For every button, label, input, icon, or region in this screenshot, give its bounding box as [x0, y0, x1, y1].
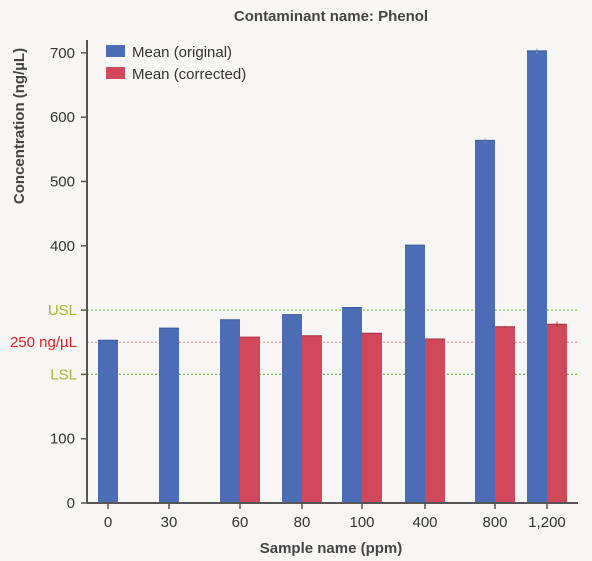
reference-line-label: USL [48, 302, 77, 319]
legend: Mean (original) Mean (corrected) [106, 44, 246, 83]
bar-corrected [425, 339, 445, 503]
bar-original [342, 307, 362, 503]
bars [98, 48, 567, 504]
y-tick-label: 700 [50, 45, 75, 62]
bar-original [527, 50, 547, 503]
x-tick-label: 400 [412, 514, 437, 531]
bar-original [405, 245, 425, 504]
y-tick-label: 0 [67, 495, 75, 512]
y-tick-label: 600 [50, 109, 75, 126]
x-tick-label: 100 [349, 514, 374, 531]
bar-corrected [362, 333, 382, 503]
bar-corrected [547, 324, 567, 503]
axes: 0 100 400 500 600 700 0 30 60 80 100 400 800 1,200 [50, 40, 578, 531]
bar-original [220, 319, 240, 503]
x-tick-label: 800 [482, 514, 507, 531]
y-tick-label: 400 [50, 238, 75, 255]
y-tick-label: 100 [50, 431, 75, 448]
y-tick-label: 500 [50, 173, 75, 190]
bar-corrected [240, 337, 260, 503]
bar-original [159, 328, 179, 503]
legend-label: Mean (original) [132, 44, 232, 61]
legend-label: Mean (corrected) [132, 66, 246, 83]
reference-line-label: 250 ng/µL [10, 334, 77, 351]
x-tick-label: 60 [232, 514, 249, 531]
x-tick-label: 1,200 [528, 514, 566, 531]
bar-corrected [495, 326, 515, 503]
x-axis-title: Sample name (ppm) [260, 540, 403, 557]
x-tick-label: 0 [104, 514, 112, 531]
legend-swatch [106, 45, 125, 57]
x-tick-label: 30 [161, 514, 178, 531]
bar-original [475, 140, 495, 504]
bar-original [282, 314, 302, 503]
legend-swatch [106, 67, 125, 79]
bar-original [98, 340, 118, 503]
reference-line-label: LSL [50, 366, 77, 383]
x-tick-label: 80 [294, 514, 311, 531]
bar-corrected [302, 335, 322, 503]
y-axis-title: Concentration (ng/µL) [11, 48, 28, 204]
chart-title: Contaminant name: Phenol [234, 8, 428, 25]
